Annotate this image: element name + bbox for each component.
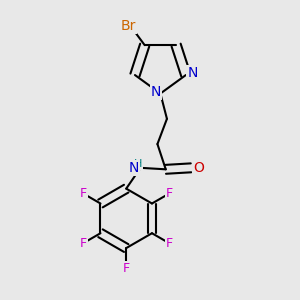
Text: H: H xyxy=(134,159,142,169)
Text: F: F xyxy=(166,187,173,200)
Text: F: F xyxy=(80,187,86,200)
Text: F: F xyxy=(166,237,173,250)
Text: N: N xyxy=(187,66,198,80)
Text: N: N xyxy=(151,85,161,99)
Text: Br: Br xyxy=(121,19,136,33)
Text: N: N xyxy=(128,161,139,175)
Text: O: O xyxy=(193,161,204,175)
Text: F: F xyxy=(123,262,130,275)
Text: F: F xyxy=(80,237,86,250)
